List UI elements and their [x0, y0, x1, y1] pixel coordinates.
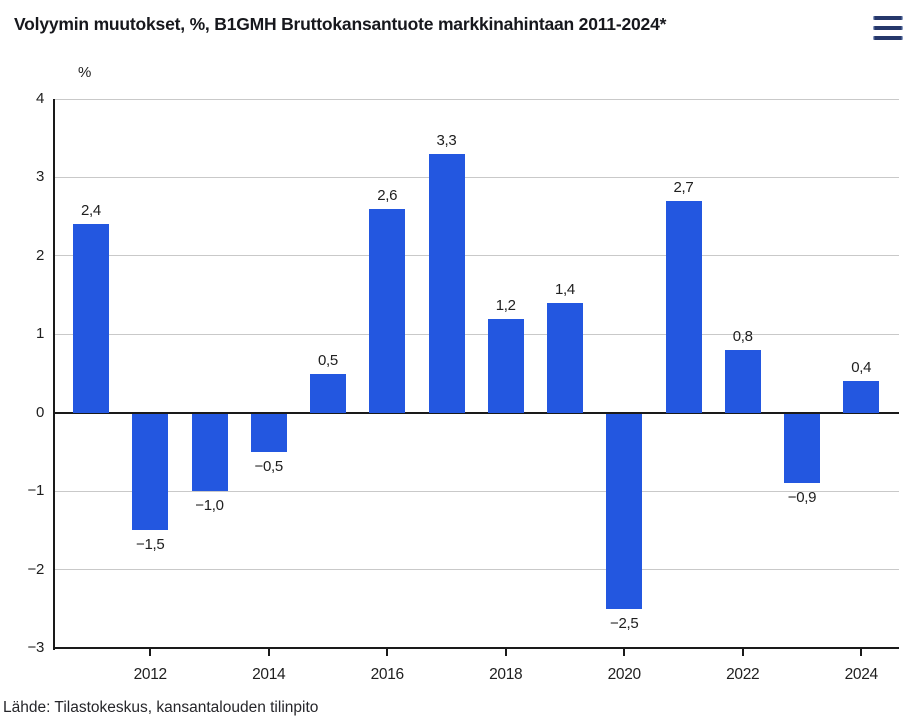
- y-axis-unit-label: %: [78, 64, 92, 81]
- y-tick-label: 4: [35, 90, 44, 107]
- hamburger-bar: [873, 26, 903, 30]
- bar-2011[interactable]: [73, 224, 109, 413]
- gridline: [53, 255, 899, 257]
- bar-2022[interactable]: [724, 349, 761, 413]
- y-tick-label: 0: [35, 403, 44, 421]
- bar-2019[interactable]: [547, 302, 583, 413]
- bar-value-label-2023: −0,9: [787, 489, 817, 507]
- bar-2018[interactable]: [487, 318, 524, 413]
- bar-2021[interactable]: [665, 200, 702, 413]
- x-tick-mark: [741, 648, 744, 656]
- y-tick-label: 1: [35, 325, 44, 343]
- gridline: [53, 176, 899, 178]
- bar-2023[interactable]: [784, 413, 820, 484]
- gridline: [53, 490, 899, 492]
- hamburger-bar: [873, 16, 903, 20]
- y-tick-label: −2: [27, 560, 44, 578]
- bar-2017[interactable]: [428, 153, 465, 413]
- bar-value-label-2011: 2,4: [81, 202, 101, 220]
- x-tick-label-2020: 2020: [607, 666, 642, 683]
- bar-value-label-2012: −1,5: [136, 536, 165, 554]
- x-axis-baseline: [53, 647, 899, 649]
- bar-value-label-2022: 0,8: [732, 327, 753, 345]
- gridline: [53, 569, 899, 571]
- y-tick-label: 2: [35, 246, 44, 264]
- y-tick-label: −1: [27, 482, 44, 500]
- x-tick-label-2022: 2022: [726, 666, 760, 683]
- x-tick-label-2024: 2024: [844, 666, 879, 683]
- x-tick-mark: [504, 648, 507, 656]
- bar-value-label-2018: 1,2: [495, 296, 516, 314]
- bar-value-label-2013: −1,0: [195, 497, 224, 515]
- x-tick-mark: [386, 648, 389, 656]
- x-tick-label-2014: 2014: [252, 666, 286, 683]
- source-note: Lähde: Tilastokeskus, kansantalouden til…: [3, 699, 319, 716]
- bar-2024[interactable]: [843, 381, 880, 413]
- x-tick-mark: [860, 648, 863, 656]
- x-tick-mark: [623, 648, 626, 656]
- x-tick-mark: [149, 648, 152, 656]
- gridline: [53, 333, 899, 335]
- bar-value-label-2024: 0,4: [851, 359, 872, 377]
- bar-2016[interactable]: [369, 208, 406, 413]
- bar-value-label-2017: 3,3: [436, 131, 457, 149]
- x-tick-label-2016: 2016: [370, 666, 405, 683]
- hamburger-menu-icon[interactable]: [873, 16, 903, 40]
- bar-2012[interactable]: [132, 413, 169, 531]
- zero-axis-line: [53, 411, 899, 414]
- gridline: [53, 98, 899, 100]
- bar-value-label-2015: 0,5: [318, 351, 338, 369]
- y-tick-label: −3: [27, 639, 44, 656]
- bar-chart-plot-area: 4 3 2 1 0 −1 −2 −3 2,4 −1,5 −1,0 −0,5 0,5 2,6 3,3 1,2 1,…: [27, 90, 899, 683]
- x-tick-mark: [267, 648, 270, 656]
- bar-value-label-2016: 2,6: [377, 186, 398, 204]
- bar-value-label-2014: −0,5: [254, 457, 284, 475]
- bar-value-label-2021: 2,7: [673, 178, 694, 196]
- x-tick-label-2018: 2018: [489, 666, 523, 683]
- y-tick-label: 3: [35, 168, 44, 186]
- page-title: Volyymin muutokset, %, B1GMH Bruttokansa…: [14, 14, 667, 34]
- hamburger-bar: [873, 36, 903, 40]
- bar-value-label-2020: −2,5: [610, 614, 639, 632]
- bar-2014[interactable]: [250, 413, 287, 452]
- bar-2020[interactable]: [606, 413, 643, 609]
- bar-2013[interactable]: [191, 413, 228, 492]
- x-tick-label-2012: 2012: [133, 666, 168, 683]
- bar-value-label-2019: 1,4: [555, 280, 575, 298]
- bar-2015[interactable]: [310, 373, 346, 413]
- y-axis-line: [53, 99, 55, 650]
